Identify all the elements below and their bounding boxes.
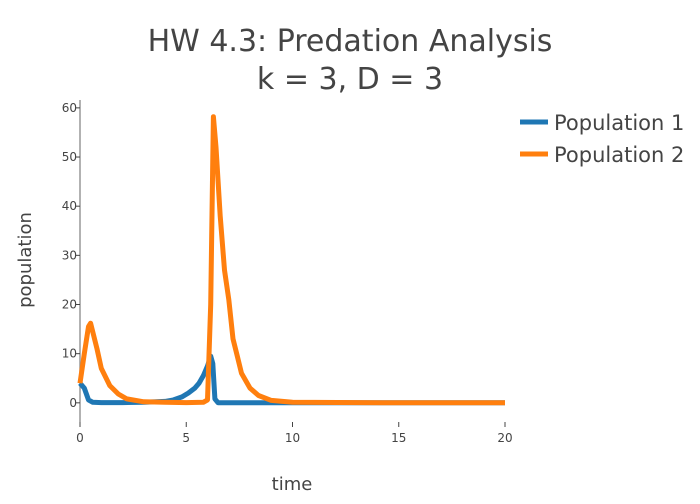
chart-title: HW 4.3: Predation Analysis — [148, 24, 553, 59]
y-tick-label: 50 — [62, 150, 77, 164]
y-tick-label: 30 — [62, 248, 77, 262]
y-axis-title: population — [15, 212, 36, 308]
axes: 0 10 20 30 40 50 60 0 5 10 15 20 — [62, 100, 513, 445]
y-tick-label: 60 — [62, 101, 77, 115]
x-axis-title: time — [272, 474, 313, 495]
x-tick-label: 15 — [391, 431, 406, 445]
x-tick-label: 10 — [285, 431, 300, 445]
legend[interactable]: Population 1 Population 2 — [520, 111, 684, 167]
plot-lines — [77, 114, 505, 406]
y-tick-label: 40 — [62, 199, 77, 213]
y-tick-label: 20 — [62, 298, 77, 312]
legend-label: Population 1 — [554, 111, 684, 135]
x-tick-label: 0 — [76, 431, 84, 445]
y-tick-label: 10 — [62, 347, 77, 361]
chart-subtitle: k = 3, D = 3 — [257, 62, 443, 97]
y-tick-label: 0 — [69, 396, 77, 410]
legend-item-population-1[interactable]: Population 1 — [520, 111, 684, 135]
series-line-population-1 — [78, 353, 505, 406]
legend-label: Population 2 — [554, 143, 684, 167]
x-tick-label: 20 — [497, 431, 512, 445]
x-tick-label: 5 — [182, 431, 190, 445]
legend-item-population-2[interactable]: Population 2 — [520, 143, 684, 167]
series-line-population-2 — [77, 114, 505, 406]
